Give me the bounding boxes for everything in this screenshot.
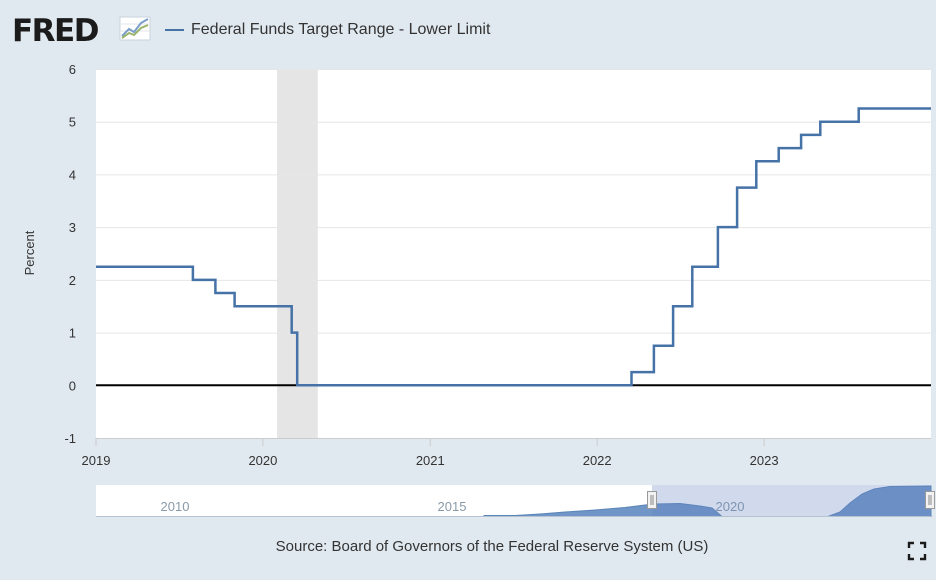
series-line[interactable] [96,107,931,387]
navigator-background [96,485,931,517]
series-lines [96,107,931,387]
x-axis-ticks: 2019 2020 2021 2022 2023 [82,438,779,468]
navigator-label: 2020 [716,499,745,514]
plot-background [96,69,931,438]
x-tick-label: 2023 [750,453,779,468]
x-tick-label: 2019 [82,453,111,468]
y-tick-label: 6 [69,62,76,77]
x-tick-label: 2022 [583,453,612,468]
y-tick-label: 5 [69,115,76,130]
expand-icon[interactable] [907,541,927,561]
y-tick-label: -1 [64,431,76,446]
y-tick-label: 1 [69,326,76,341]
source-note: Source: Board of Governors of the Federa… [275,538,709,555]
y-axis-label: Percent [22,230,37,275]
x-tick-label: 2020 [248,453,277,468]
navigator-handle-left[interactable] [647,491,657,509]
y-tick-label: 3 [69,220,76,235]
y-tick-label: 0 [69,378,76,393]
y-tick-label: 4 [69,167,76,182]
x-tick-label: 2021 [416,453,445,468]
legend-label: Federal Funds Target Range - Lower Limit [191,21,491,38]
navigator-series-area [96,485,932,517]
trend-line-chart-icon [119,16,151,41]
navigator-selection[interactable] [652,485,931,517]
navigator-label: 2015 [438,499,467,514]
navigator-handle-right[interactable] [925,491,935,509]
legend-item[interactable]: Federal Funds Target Range - Lower Limit [165,18,490,42]
navigator-labels: 2010 2015 2020 [161,499,745,514]
y-axis-ticks: 6 5 4 3 2 1 0 -1 [64,62,76,446]
fred-logo[interactable]: FRED [12,13,99,49]
legend-line-swatch [165,29,184,31]
chart-header: FRED Federal Funds Target Range - Lower … [0,0,936,62]
navigator-label: 2010 [161,499,190,514]
navigator[interactable]: 2010 2015 2020 [96,485,935,517]
y-tick-label: 2 [69,273,76,288]
